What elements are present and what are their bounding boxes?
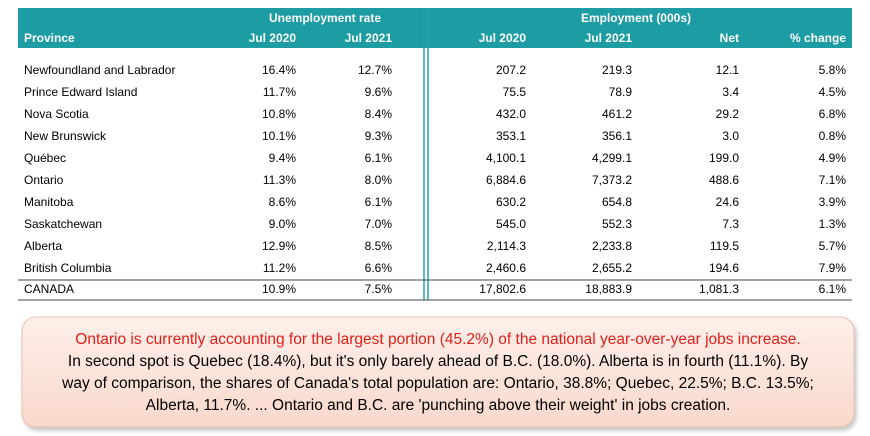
table-cell: 488.6 [709,173,739,187]
table-cell: Nova Scotia [24,107,89,121]
table-cell: 9.6% [365,85,393,99]
table-cell: 3.0 [722,129,739,143]
table-cell: 219.3 [602,63,632,77]
table-cell: 7.9% [819,261,847,275]
table-cell: 9.3% [365,129,393,143]
table-cell: 2,460.6 [486,261,526,275]
table-cell: 630.2 [496,195,526,209]
table-cell: 7.0% [365,217,393,231]
table-cell: Newfoundland and Labrador [24,63,175,77]
table-cell: 6.1% [365,151,393,165]
column-header: Jul 2021 [585,31,633,45]
column-header: Jul 2020 [249,31,297,45]
column-header: Jul 2021 [345,31,393,45]
table-cell: 6.1% [365,195,393,209]
table-cell: 2,114.3 [487,239,526,253]
table-cell: 8.6% [269,195,297,209]
table-cell: 9.4% [269,151,297,165]
table-cell: 12.7% [358,63,392,77]
table-cell: 4,299.1 [592,151,632,165]
table-cell: 3.4 [722,85,739,99]
table-cell: 11.3% [263,173,296,187]
table-cell: 1.3% [819,217,847,231]
table-cell: 552.3 [602,217,632,231]
table-cell: Manitoba [24,195,74,209]
table-cell: 7,373.2 [592,173,632,187]
table-cell: 7.1% [819,173,847,187]
note-highlight: Ontario is currently accounting for the … [75,331,800,348]
group-header: Employment (000s) [581,11,691,25]
table-cell: 207.2 [496,63,526,77]
table-cell: British Columbia [24,261,112,275]
table-cell: 5.8% [819,63,847,77]
total-cell: 10.9% [262,282,296,296]
table-cell: 16.4% [262,63,296,77]
table-cell: 654.8 [602,195,632,209]
table-cell: New Brunswick [24,129,107,143]
table-header [18,8,852,48]
note-box [21,316,855,428]
column-header: Jul 2020 [479,31,527,45]
table-cell: 24.6 [716,195,740,209]
table-cell: 4.5% [819,85,847,99]
table-cell: 75.5 [503,85,527,99]
table-cell: Prince Edward Island [24,85,137,99]
table-cell: 119.5 [710,239,739,253]
table-cell: 6,884.6 [486,173,526,187]
table-cell: 8.5% [365,239,393,253]
table-cell: 10.8% [262,107,296,121]
table-cell: 5.7% [819,239,847,253]
table-cell: 353.1 [496,129,526,143]
table-cell: 7.3 [722,217,739,231]
table-cell: 6.8% [819,107,847,121]
table-cell: 199.0 [709,151,739,165]
table-cell: 10.1% [262,129,296,143]
table-cell: Alberta [24,239,62,253]
table-cell: 12.1 [716,63,740,77]
total-cell: CANADA [24,282,74,296]
total-cell: 18,883.9 [585,282,632,296]
total-cell: 7.5% [365,282,393,296]
table-cell: 4,100.1 [486,151,526,165]
table-cell: 12.9% [262,239,296,253]
table-cell: 78.9 [609,85,633,99]
table-cell: 3.9% [819,195,847,209]
table-cell: Ontario [24,173,64,187]
note-line: In second spot is Quebec (18.4%), but it… [68,353,808,370]
total-cell: 1,081.3 [699,282,739,296]
table-cell: 11.7% [263,85,296,99]
total-cell: 6.1% [819,282,847,296]
table-cell: 8.0% [365,173,393,187]
table-cell: Saskatchewan [24,217,102,231]
table-cell: 432.0 [496,107,526,121]
total-cell: 17,802.6 [479,282,526,296]
table-cell: 0.8% [819,129,847,143]
table-cell: 4.9% [819,151,847,165]
note-line: way of comparison, the shares of Canada'… [61,375,814,392]
table-cell: 9.0% [269,217,297,231]
table-cell: 2,233.8 [592,239,632,253]
column-header: Province [24,31,75,45]
column-header: Net [720,31,739,45]
table-cell: 6.6% [365,261,393,275]
table-cell: 461.2 [602,107,632,121]
table-cell: 29.2 [716,107,740,121]
column-header: % change [790,31,846,45]
table-cell: 2,655.2 [592,261,632,275]
table-cell: 194.6 [709,261,739,275]
table-cell: Québec [24,151,66,165]
table-cell: 8.4% [365,107,393,121]
table-cell: 545.0 [496,217,526,231]
note-line: Alberta, 11.7%. ... Ontario and B.C. are… [146,397,731,414]
table-cell: 356.1 [602,129,632,143]
group-header: Unemployment rate [269,11,381,25]
table-cell: 11.2% [263,261,296,275]
